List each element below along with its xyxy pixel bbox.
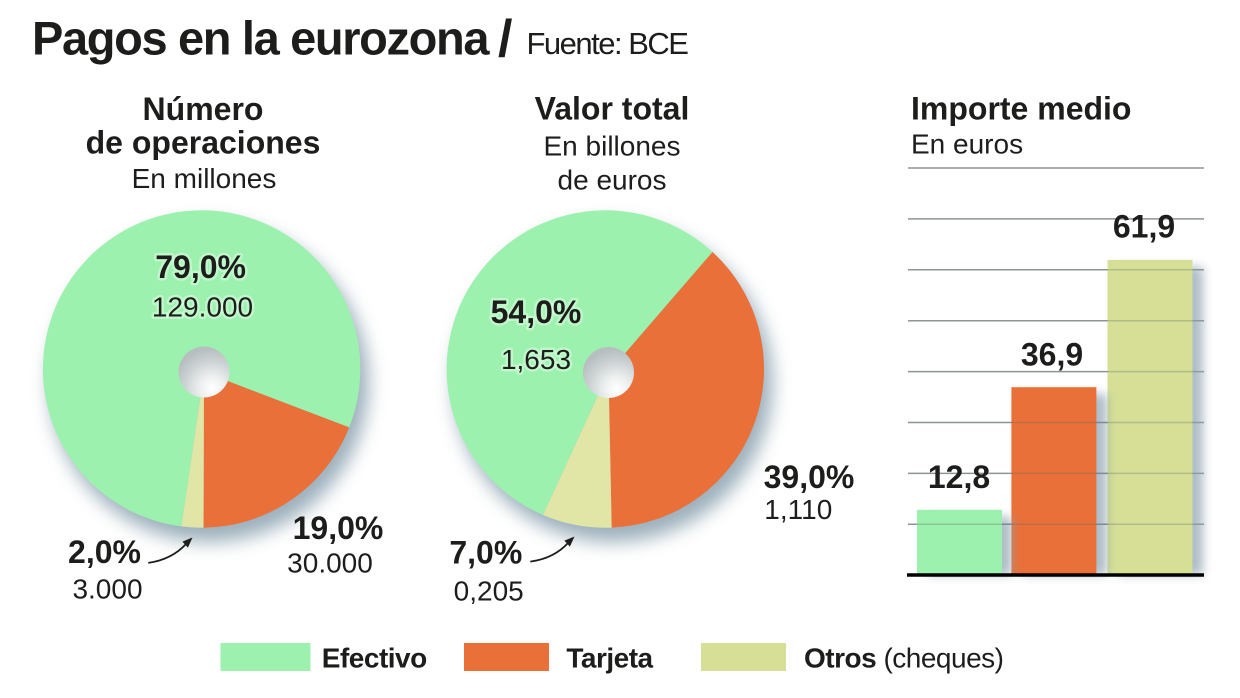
svg-text:7,0%: 7,0%: [449, 535, 522, 571]
svg-text:En billones: En billones: [544, 130, 681, 161]
svg-text:Valor total: Valor total: [535, 91, 690, 127]
svg-text:2,0%: 2,0%: [68, 534, 141, 570]
svg-text:Número: Número: [143, 91, 264, 127]
svg-text:0,205: 0,205: [454, 575, 524, 606]
svg-text:de operaciones: de operaciones: [86, 124, 321, 160]
svg-text:129.000: 129.000: [152, 292, 253, 323]
svg-text:Tarjeta: Tarjeta: [566, 643, 653, 674]
svg-text:En millones: En millones: [132, 163, 277, 194]
svg-text:1,653: 1,653: [501, 344, 571, 375]
svg-text:Efectivo: Efectivo: [322, 643, 427, 674]
svg-text:54,0%: 54,0%: [491, 294, 582, 330]
svg-text:39,0%: 39,0%: [764, 459, 855, 495]
svg-text:12,8: 12,8: [928, 459, 990, 495]
svg-text:30.000: 30.000: [287, 548, 373, 579]
svg-text:En euros: En euros: [911, 129, 1023, 160]
svg-text:Otros (cheques): Otros (cheques): [804, 643, 1003, 674]
svg-text:79,0%: 79,0%: [155, 249, 246, 285]
svg-text:1,110: 1,110: [764, 494, 832, 525]
svg-text:/: /: [498, 10, 512, 68]
svg-text:36,9: 36,9: [1021, 337, 1083, 373]
svg-text:61,9: 61,9: [1113, 209, 1175, 245]
svg-text:19,0%: 19,0%: [293, 510, 384, 546]
svg-text:de euros: de euros: [558, 164, 667, 195]
svg-text:3.000: 3.000: [72, 574, 142, 605]
svg-text:Importe medio: Importe medio: [911, 91, 1131, 127]
svg-text:Pagos en la eurozona: Pagos en la eurozona: [32, 12, 490, 65]
svg-text:Fuente: BCE: Fuente: BCE: [527, 26, 689, 61]
